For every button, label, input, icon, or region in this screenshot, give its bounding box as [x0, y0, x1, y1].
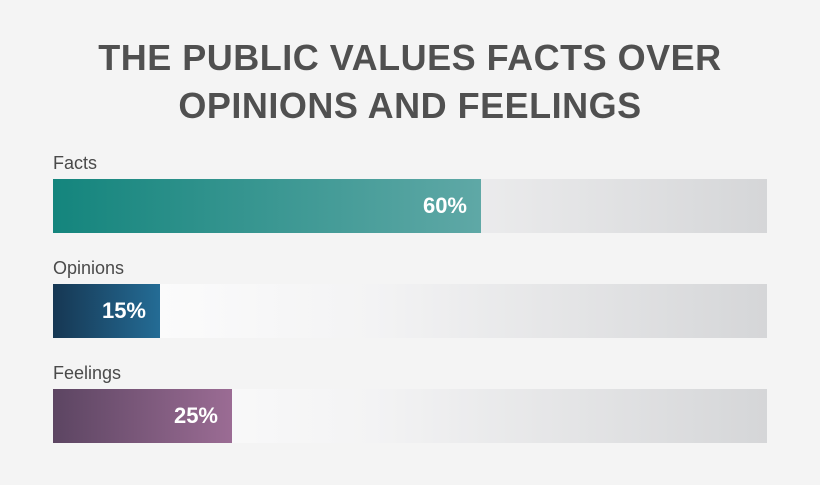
bar-track: 60% [53, 179, 767, 233]
bar-row-opinions: Opinions 15% [53, 257, 767, 347]
chart-title-line-1: THE PUBLIC VALUES FACTS OVER [98, 37, 722, 78]
value-label: 25% [173, 403, 218, 428]
bar-track: 15% [53, 284, 767, 338]
chart-title: THE PUBLIC VALUES FACTS OVER OPINIONS AN… [0, 34, 820, 130]
bar-row-facts: Facts 60% [53, 152, 767, 242]
bar-row-feelings: Feelings 25% [53, 362, 767, 452]
bar-feelings [53, 389, 232, 443]
bar-opinions [53, 284, 160, 338]
bar-track: 25% [53, 389, 767, 443]
chart-title-line-2: OPINIONS AND FEELINGS [178, 85, 642, 126]
bar-facts [53, 179, 481, 233]
value-label: 60% [422, 193, 467, 218]
category-label: Facts [53, 153, 98, 173]
value-label: 15% [101, 298, 146, 323]
category-label: Opinions [53, 258, 125, 278]
category-label: Feelings [53, 363, 122, 383]
